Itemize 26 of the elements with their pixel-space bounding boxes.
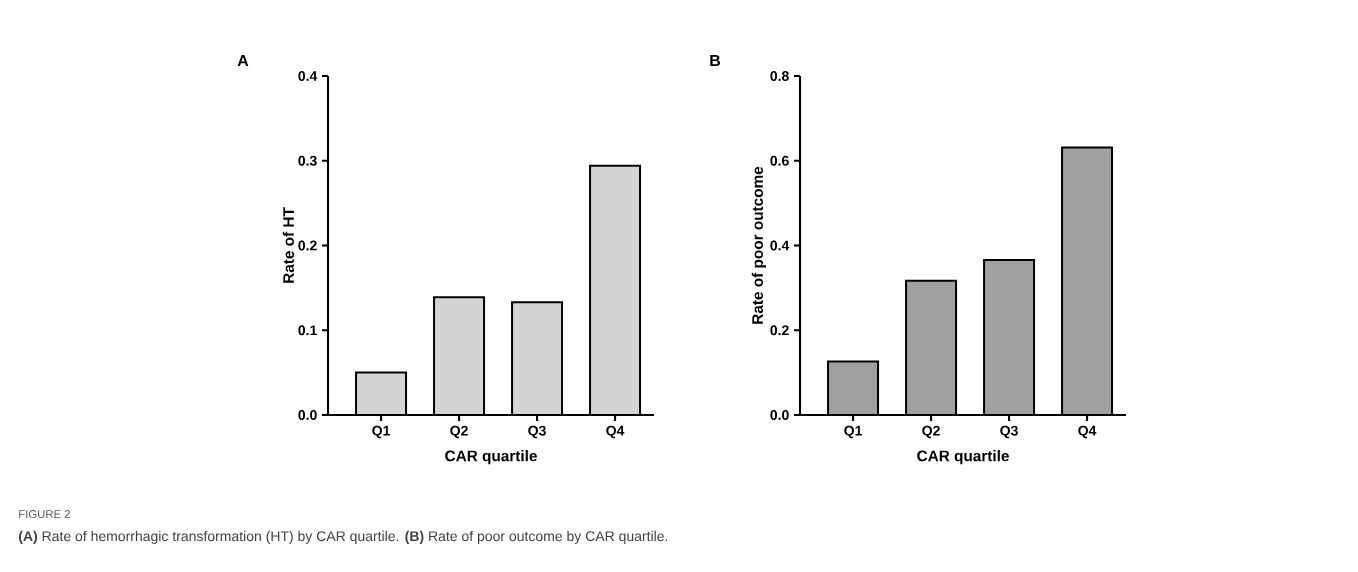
x-tick-label: Q2 <box>922 425 940 439</box>
y-tick-label: 0.2 <box>298 240 317 251</box>
y-tick-label: 0.2 <box>770 325 789 336</box>
y-tick-label: 0.1 <box>298 325 317 336</box>
x-tick-label: Q4 <box>1078 425 1097 439</box>
y-tick-label: 0.8 <box>770 71 789 81</box>
x-tick-label: Q3 <box>1000 425 1018 439</box>
y-axis-title: Rate of poor outcome <box>751 166 767 324</box>
y-tick-label: 0.4 <box>298 71 318 81</box>
x-tick-label: Q2 <box>450 425 468 439</box>
x-tick-label: Q4 <box>606 425 625 439</box>
y-tick-label: 0.0 <box>298 410 317 420</box>
text: (A) Rate of hemorrhagic transformation (HT) by CAR quartile. (B) Rate of poor outcome by CAR quartile. <box>18 530 668 544</box>
y-tick-label: 0.3 <box>298 155 317 166</box>
x-tick-label: Q3 <box>528 425 546 439</box>
y-axis-title: Rate of HT <box>282 207 295 283</box>
caption: FIGURE 2 <box>19 510 70 519</box>
y-tick-label: 0.0 <box>770 410 789 420</box>
x-tick-label: Q1 <box>372 425 390 439</box>
chart-title: A <box>237 55 249 66</box>
x-tick-label: Q1 <box>844 425 862 439</box>
x-axis-title: CAR quartile <box>917 450 1009 465</box>
x-axis-title: CAR quartile <box>445 450 537 465</box>
y-tick-label: 0.6 <box>770 155 789 166</box>
chart-title: B <box>710 55 721 66</box>
y-tick-label: 0.4 <box>770 240 790 251</box>
